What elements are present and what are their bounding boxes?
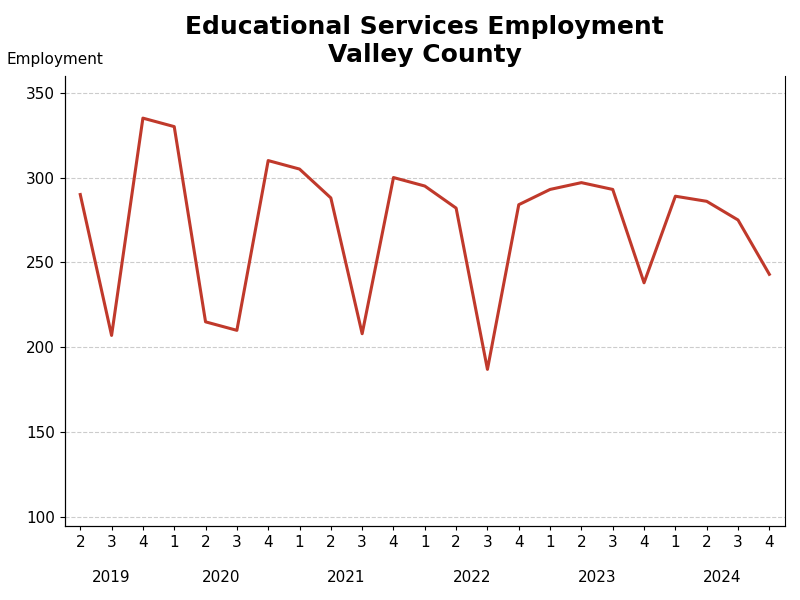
Text: 2021: 2021 — [327, 570, 366, 585]
Text: Employment: Employment — [7, 52, 104, 67]
Text: 2023: 2023 — [578, 570, 616, 585]
Text: 2019: 2019 — [92, 570, 131, 585]
Text: 2022: 2022 — [453, 570, 491, 585]
Title: Educational Services Employment
Valley County: Educational Services Employment Valley C… — [186, 15, 664, 67]
Text: 2024: 2024 — [703, 570, 742, 585]
Text: 2020: 2020 — [202, 570, 241, 585]
